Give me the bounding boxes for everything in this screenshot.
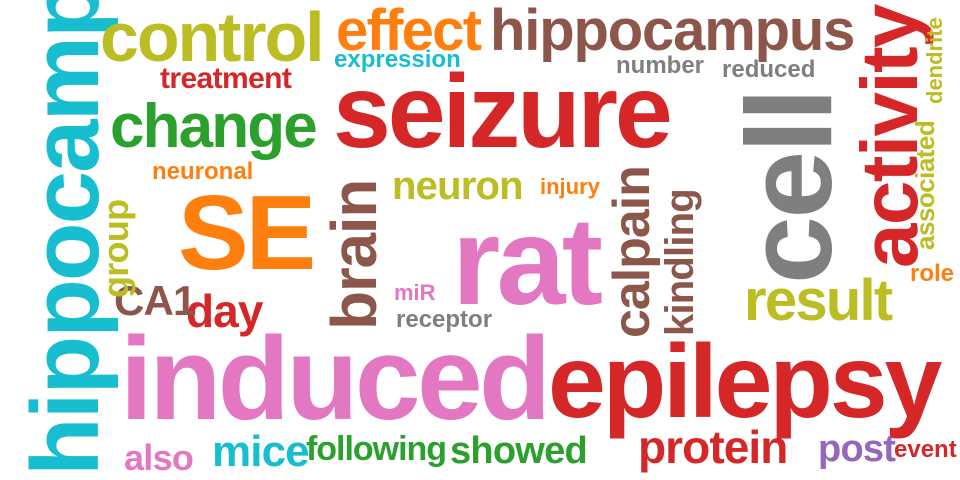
word-following: following xyxy=(306,430,447,468)
word-neuron: neuron xyxy=(392,164,524,208)
word-protein: protein xyxy=(638,421,788,473)
word-also: also xyxy=(124,437,194,478)
word-receptor: receptor xyxy=(396,306,493,333)
word-showed: showed xyxy=(450,430,588,472)
word-number: number xyxy=(616,52,705,79)
word-injury: injury xyxy=(540,174,600,199)
word-hippocampus: hippocampus xyxy=(490,0,855,63)
word-mir: miR xyxy=(394,280,436,305)
word-associated: associated xyxy=(910,120,940,250)
word-epilepsy: epilepsy xyxy=(548,324,942,440)
word-expression: expression xyxy=(334,46,461,73)
word-treatment: treatment xyxy=(160,62,292,95)
word-event: event xyxy=(894,436,957,463)
word-seizure: seizure xyxy=(333,54,673,170)
word-role: role xyxy=(910,260,955,287)
word-ca1: CA1 xyxy=(114,277,196,324)
word-induced: induced xyxy=(120,313,551,445)
word-post: post xyxy=(818,428,896,470)
word-mice: mice xyxy=(212,427,310,476)
word-se: SE xyxy=(178,174,316,292)
word-rat: rat xyxy=(452,193,603,331)
word-neuronal: neuronal xyxy=(152,158,254,185)
word-control: control xyxy=(100,0,325,76)
word-effect: effect xyxy=(336,0,482,63)
word-day: day xyxy=(186,285,263,337)
word-group: group xyxy=(95,199,136,298)
word-kindling: kindling xyxy=(658,189,702,336)
word-calpain: calpain xyxy=(603,166,661,338)
word-reduced: reduced xyxy=(722,56,816,83)
word-result: result xyxy=(744,268,893,333)
word-dendrite: dendrite xyxy=(922,17,947,104)
word-change: change xyxy=(110,92,318,161)
word-brain: brain xyxy=(318,179,390,330)
word-cell: cell xyxy=(721,90,857,284)
